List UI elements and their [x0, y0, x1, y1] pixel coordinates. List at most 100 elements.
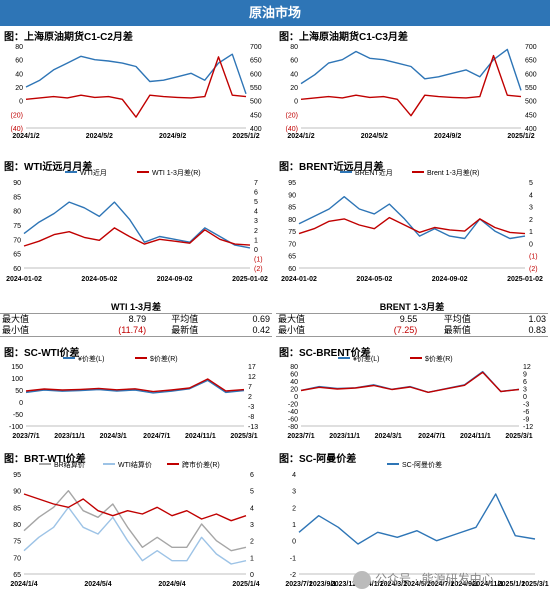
x-tick-label: 2025-01-02: [232, 276, 268, 283]
x-tick-label: 2023/11/1: [331, 581, 362, 588]
series-line-0: [25, 379, 245, 394]
y-tick-label-right: (2): [254, 266, 263, 273]
y-tick-label-left: 75: [13, 539, 21, 546]
stat-label: 最新值: [148, 325, 222, 337]
y-tick-label-left: (20): [11, 112, 23, 119]
y-tick-label-right: 12: [523, 364, 531, 371]
y-tick-label-right: -9: [523, 417, 529, 424]
chart-sc-brent: 806040200-20-40-60-80129630-3-6-9-122023…: [287, 354, 533, 440]
y-tick-label-right: 6: [254, 190, 258, 197]
stat-label: 最新值: [419, 325, 496, 337]
y-tick-label-right: 6: [250, 472, 254, 479]
x-tick-label: 2023/9/1: [309, 581, 336, 588]
y-tick-label-left: 3: [292, 489, 296, 496]
y-tick-label-left: -2: [290, 572, 296, 579]
x-tick-label: 2024/5/2: [86, 133, 113, 140]
x-tick-label: 2025/1/4: [232, 581, 259, 588]
legend-label: $价差(R): [425, 354, 453, 363]
stat-value: 1.03: [528, 314, 546, 324]
series-line-1: [25, 56, 247, 118]
y-tick-label-left: 100: [11, 376, 23, 383]
y-tick-label-right: 0: [250, 572, 254, 579]
y-tick-label-right: 650: [525, 58, 537, 65]
y-tick-label-right: 1: [254, 237, 258, 244]
stat-label: 最大值: [278, 314, 306, 324]
y-tick-label-left: 2: [292, 505, 296, 512]
chart-sc-c1c2: 806040200(20)(40)70065060055050045040020…: [11, 44, 262, 140]
series-line-0: [298, 196, 526, 240]
y-tick-label-right: 500: [250, 99, 262, 106]
y-tick-label-right: 17: [248, 364, 256, 371]
chart-title-sc-c1c2: 图：上海原油期货C1-C2月差: [4, 32, 133, 43]
legend-label: ¥价差(L): [353, 354, 379, 363]
y-tick-label-left: (40): [11, 126, 23, 133]
brent-stats-title: BRENT 1-3月差: [276, 302, 548, 314]
legend-label: 跨市价差(R): [182, 460, 220, 469]
legend-label: WTI 1-3月差(R): [152, 168, 201, 177]
x-tick-label: 2024/3/1: [375, 433, 402, 440]
y-tick-label-left: 20: [15, 85, 23, 92]
y-tick-label-left: 20: [290, 387, 298, 394]
chart-title-sc-brent: 图：SC-BRENT价差: [279, 348, 371, 359]
wti-stats-table: WTI 1-3月差 最大值 8.79 平均值 0.69 最小值 (11.74) …: [0, 302, 272, 337]
wechat-logo-icon: [353, 570, 371, 589]
y-tick-label-left: 80: [13, 522, 21, 529]
x-tick-label: 2023/11/1: [329, 433, 360, 440]
series-line-2: [23, 493, 247, 522]
y-tick-label-right: (2): [529, 266, 538, 273]
y-tick-label-right: 600: [250, 71, 262, 78]
series-line-1: [300, 371, 520, 393]
x-tick-label: 2023/7/1: [285, 581, 312, 588]
y-tick-label-left: 90: [288, 192, 296, 199]
y-tick-label-right: 450: [250, 112, 262, 119]
y-tick-label-left: 0: [294, 99, 298, 106]
y-tick-label-left: 70: [13, 237, 21, 244]
y-tick-label-right: 3: [523, 387, 527, 394]
y-tick-label-right: (1): [529, 254, 538, 261]
y-tick-label-right: 2: [254, 228, 258, 235]
legend-label: $价差(R): [150, 354, 178, 363]
x-tick-label: 2024/9/2: [434, 133, 461, 140]
brent-stats-table: BRENT 1-3月差 最大值 9.55 平均值 1.03 最小值 (7.25)…: [276, 302, 548, 337]
x-tick-label: 2024/5/1: [403, 581, 430, 588]
series-line-1: [23, 506, 247, 565]
chart-title-sc-c1c3: 图：上海原油期货C1-C3月差: [279, 32, 408, 43]
y-tick-label-right: -6: [523, 409, 529, 416]
y-tick-label-left: 60: [13, 266, 21, 273]
y-tick-label-left: -60: [288, 417, 298, 424]
chart-title-sc-oman: 图：SC-阿曼价差: [279, 454, 357, 465]
x-tick-label: 2024/11/1: [472, 581, 503, 588]
y-tick-label-left: 95: [13, 472, 21, 479]
x-tick-label: 2024-01-02: [281, 276, 317, 283]
chart-title-sc-wti: 图：SC-WTI价差: [4, 348, 80, 359]
stat-value: (7.25): [351, 325, 420, 337]
y-tick-label-left: (40): [286, 126, 298, 133]
x-tick-label: 2023/7/1: [287, 433, 314, 440]
y-tick-label-left: 60: [15, 58, 23, 65]
y-tick-label-left: 65: [288, 254, 296, 261]
y-tick-label-right: -8: [248, 414, 254, 421]
chart-sc-oman: 43210-1-22023/7/12023/9/12023/11/12024/1…: [285, 460, 548, 588]
x-tick-label: 2024/5/4: [84, 581, 111, 588]
x-tick-label: 2024/1/2: [12, 133, 39, 140]
x-tick-label: 2024/11/1: [460, 433, 491, 440]
x-tick-label: 2024/5/2: [361, 133, 388, 140]
legend-label: WTI结算价: [118, 460, 152, 469]
x-tick-label: 2024/9/2: [159, 133, 186, 140]
x-tick-label: 2024-05-02: [81, 276, 117, 283]
stat-label: 最小值: [276, 325, 352, 337]
y-tick-label-right: 2: [529, 217, 533, 224]
y-tick-label-right: 1: [529, 229, 533, 236]
y-tick-label-left: 50: [15, 388, 23, 395]
stat-label: 最大值: [2, 314, 30, 324]
y-tick-label-left: 40: [15, 71, 23, 78]
y-tick-label-right: 5: [529, 180, 533, 187]
x-tick-label: 2025/3/1: [230, 433, 257, 440]
legend-label: ¥价差(L): [78, 354, 104, 363]
stat-value: (11.74): [73, 325, 149, 337]
y-tick-label-left: -1: [290, 555, 296, 562]
stat-value: 9.55: [399, 314, 418, 324]
x-tick-label: 2024-09-02: [157, 276, 193, 283]
y-tick-label-right: 4: [529, 192, 533, 199]
y-tick-label-right: 500: [525, 99, 537, 106]
